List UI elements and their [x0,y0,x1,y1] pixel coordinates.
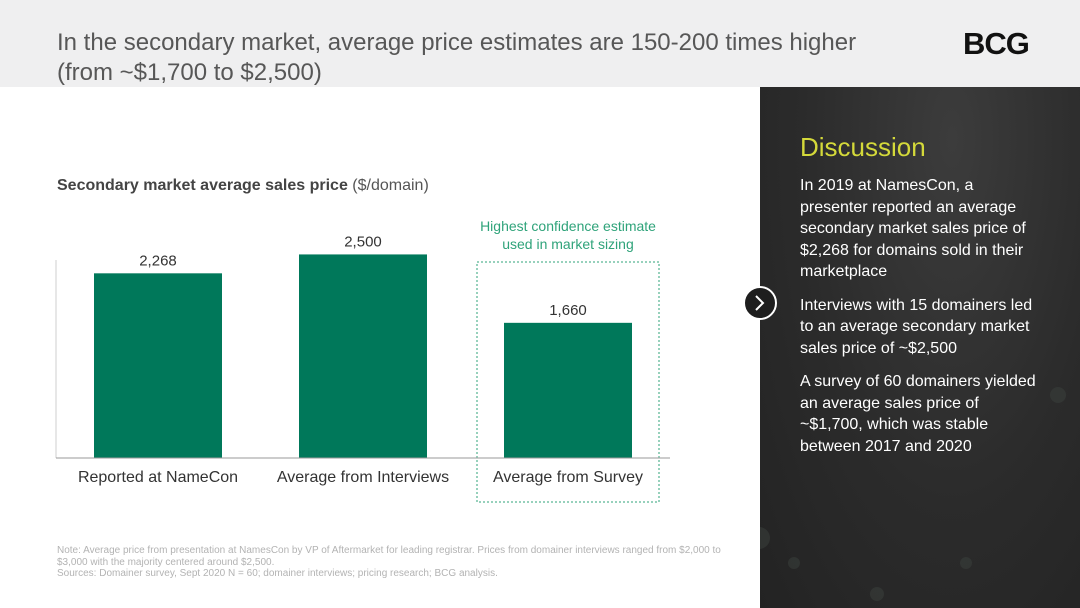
decor-dot [870,587,884,601]
chevron-right-icon [755,295,765,311]
discussion-paragraph: A survey of 60 domainers yielded an aver… [800,373,1036,455]
decor-dot [960,557,972,569]
page-title: In the secondary market, average price e… [57,29,857,86]
category-label: Average from Survey [493,469,643,486]
bar [94,273,222,458]
data-label: 2,500 [344,233,382,250]
chart-title-unit: ($/domain) [352,177,429,194]
data-label: 2,268 [139,252,177,269]
category-label: Average from Interviews [277,469,449,486]
decor-dot [788,557,800,569]
bcg-logo: BCG [963,26,1030,61]
footnote: Note: Average price from presentation at… [57,545,747,580]
next-arrow-button[interactable] [743,286,777,320]
data-label: 1,660 [549,302,587,319]
discussion-panel: Discussion In 2019 at NamesCon, a presen… [760,87,1080,608]
footnote-note: Note: Average price from presentation at… [57,545,721,568]
header: In the secondary market, average price e… [0,0,1080,87]
bar [299,254,427,458]
highlight-annotation: used in market sizing [502,236,634,252]
chart-title: Secondary market average sales price ($/… [57,177,429,195]
footnote-sources: Sources: Domainer survey, Sept 2020 N = … [57,568,498,579]
discussion-paragraph: In 2019 at NamesCon, a presenter reporte… [800,177,1026,280]
category-label: Reported at NameCon [78,469,238,486]
discussion-heading: Discussion [800,132,926,162]
highlight-annotation: Highest confidence estimate [480,218,656,234]
bar [504,322,632,458]
bar-chart: Highest confidence estimate used in marke… [55,218,670,503]
discussion-text: In 2019 at NamesCon, a presenter reporte… [800,175,1040,469]
chart-title-main: Secondary market average sales price [57,177,348,194]
discussion-paragraph: Interviews with 15 domainers led to an a… [800,296,1033,357]
decor-dot [1050,387,1066,403]
decor-dot [760,527,770,549]
highlight-box [476,261,660,503]
